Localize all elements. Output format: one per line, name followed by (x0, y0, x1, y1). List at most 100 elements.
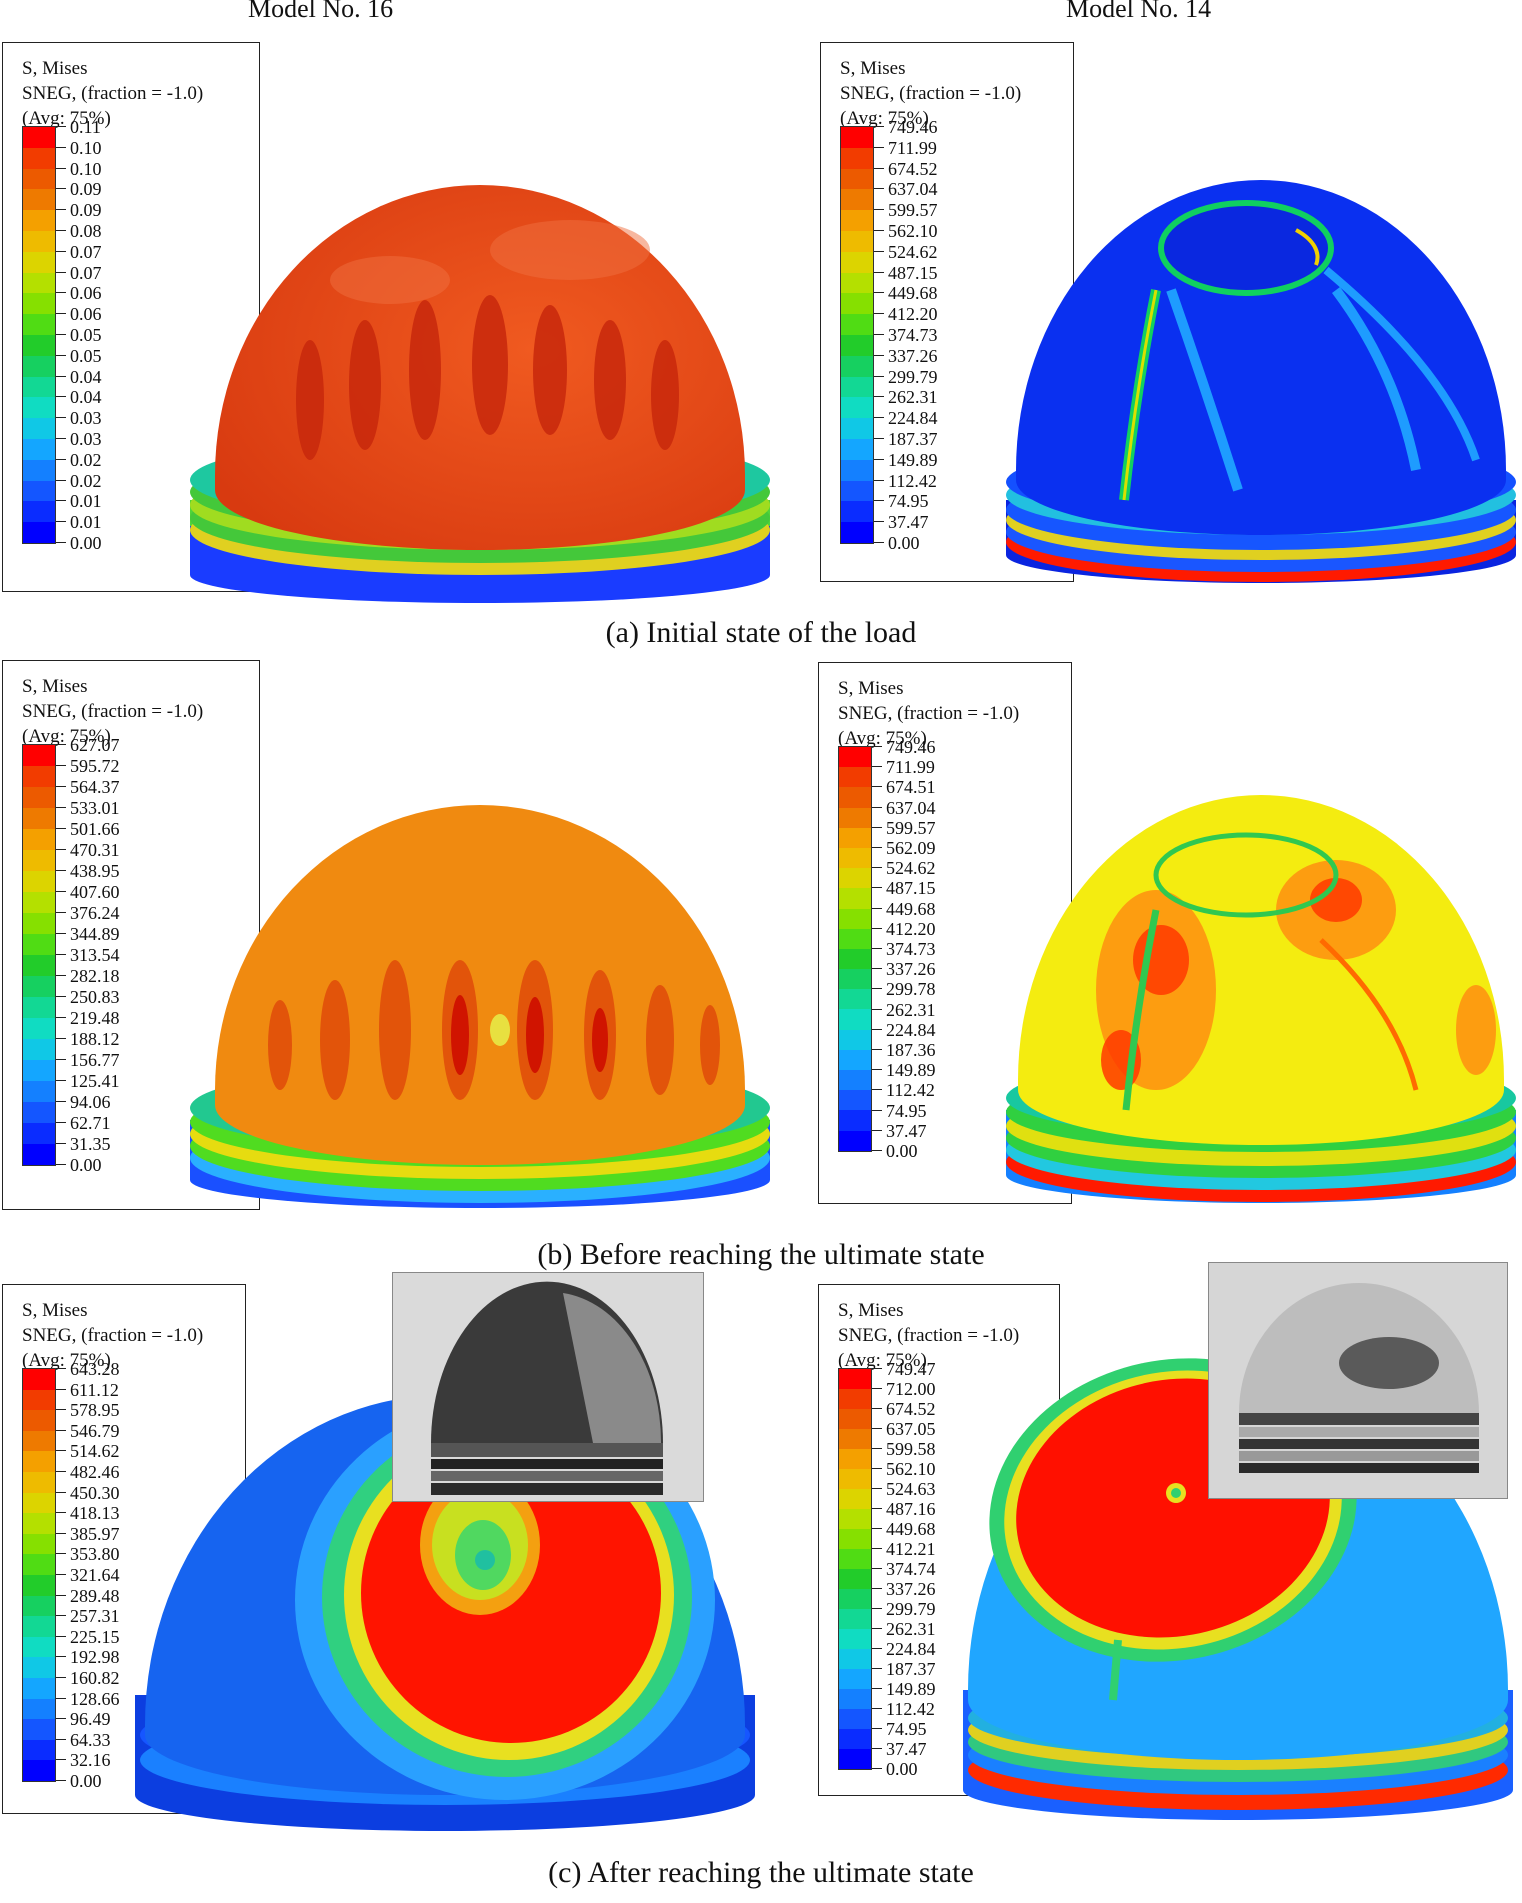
legend-header-a_right: S, Mises SNEG, (fraction = -1.0) (Avg: 75%… (840, 56, 1021, 131)
legend-tick (874, 188, 884, 190)
legend-swatch (839, 1409, 871, 1429)
legend-swatch (839, 868, 871, 889)
legend-tick (56, 126, 66, 127)
legend-value: 156.77 (70, 1050, 120, 1070)
legend-value: 0.02 (70, 470, 102, 491)
legend-swatch (839, 1529, 871, 1549)
legend-value: 321.64 (70, 1565, 120, 1585)
legend-value: 0.03 (70, 408, 102, 429)
legend-value: 149.89 (886, 1060, 936, 1081)
legend-swatch (23, 501, 55, 523)
legend-tick (872, 1508, 882, 1509)
legend-swatch (23, 1144, 55, 1165)
legend-swatch (839, 1689, 871, 1709)
legend-swatch (23, 934, 55, 955)
legend-tick (56, 765, 66, 766)
legend-value: 487.16 (886, 1499, 936, 1519)
legend-swatch (839, 1130, 871, 1151)
legend-header-line1: S, Mises (838, 678, 904, 699)
legend-value: 219.48 (70, 1008, 120, 1028)
legend-value: 187.36 (886, 1040, 936, 1060)
legend-value: 0.00 (888, 533, 920, 553)
legend-swatch (839, 1649, 871, 1669)
test-photo-model-14 (1208, 1262, 1508, 1499)
legend-swatch (23, 1574, 55, 1596)
legend-swatch (839, 807, 871, 828)
legend-swatch (23, 1430, 55, 1452)
legend-value: 470.31 (70, 840, 120, 860)
legend-value: 407.60 (70, 882, 120, 902)
legend-tick (56, 828, 66, 829)
legend-tick (56, 1738, 66, 1740)
legend-swatch (23, 1451, 55, 1472)
legend-header-line3: (Avg: 75%) (838, 728, 927, 749)
legend-tick (56, 500, 66, 502)
legend-tick (56, 354, 66, 356)
legend-tick (56, 933, 66, 934)
legend-tick (872, 1468, 882, 1469)
legend-value: 128.66 (70, 1688, 120, 1709)
legend-tick (56, 912, 66, 913)
legend-swatch (839, 948, 871, 970)
legend-value: 187.37 (886, 1659, 936, 1679)
legend-swatch (841, 127, 873, 148)
stress-model-c-left (135, 1395, 755, 1831)
legend-swatch (839, 928, 871, 949)
legend-tick (872, 1448, 882, 1449)
legend-value: 74.95 (886, 1719, 927, 1739)
legend-value: 0.00 (70, 533, 102, 553)
legend-tick (872, 1588, 882, 1589)
legend-tick (872, 1428, 882, 1429)
legend-tick (56, 1759, 66, 1761)
legend-swatch (23, 397, 55, 419)
legend-tick (56, 1615, 66, 1617)
legend-swatch (23, 418, 55, 439)
legend-tick (56, 1697, 66, 1699)
legend-header-line3: (Avg: 75%) (22, 108, 111, 129)
legend-tick (56, 458, 66, 460)
legend-value: 0.07 (70, 262, 102, 283)
legend-header-line3: (Avg: 75%) (22, 726, 111, 747)
legend-swatch (23, 1060, 55, 1081)
legend-value: 74.95 (888, 491, 929, 512)
legend-tick (872, 1150, 882, 1151)
legend-swatch (841, 168, 873, 190)
legend-value: 337.26 (888, 345, 938, 366)
legend-value: 188.12 (70, 1029, 120, 1049)
left-column-title: Model No. 16 (248, 0, 394, 23)
legend-tick (872, 867, 882, 869)
legend-tick (56, 334, 66, 335)
caption-a: (a) Initial state of the load (605, 616, 917, 649)
legend-swatch (841, 293, 873, 315)
legend-tick (56, 849, 66, 850)
legend-tick (874, 417, 884, 419)
legend-value: 524.62 (886, 858, 936, 879)
legend-value: 344.89 (70, 924, 120, 944)
stress-model-a-right (1006, 180, 1516, 583)
legend-tick (56, 271, 66, 273)
legend-tick (56, 146, 66, 148)
legend-swatch (841, 397, 873, 419)
legend-colorbar-b_left (22, 744, 56, 1166)
legend-header-line2: SNEG, (fraction = -1.0) (22, 83, 204, 104)
legend-swatch (841, 480, 873, 502)
legend-value: 524.62 (888, 241, 938, 262)
legend-tick (56, 1017, 66, 1018)
legend-swatch (23, 1636, 55, 1658)
legend-value: 32.16 (70, 1750, 111, 1771)
legend-swatch (23, 766, 55, 787)
legend-value: 0.10 (70, 158, 102, 179)
legend-swatch (23, 459, 55, 481)
legend-tick (872, 1628, 882, 1629)
legend-value: 337.26 (886, 1579, 936, 1599)
legend-tick (56, 1635, 66, 1637)
legend-value: 637.04 (886, 797, 936, 818)
legend-swatch (841, 272, 873, 294)
legend-swatch (839, 1549, 871, 1569)
legend-tick (872, 1028, 882, 1030)
legend-tick (874, 126, 884, 127)
legend-tick (56, 230, 66, 231)
legend-header-line3: (Avg: 75%) (840, 108, 929, 129)
legend-value: 224.84 (886, 1019, 936, 1040)
legend-swatch (839, 1070, 871, 1091)
